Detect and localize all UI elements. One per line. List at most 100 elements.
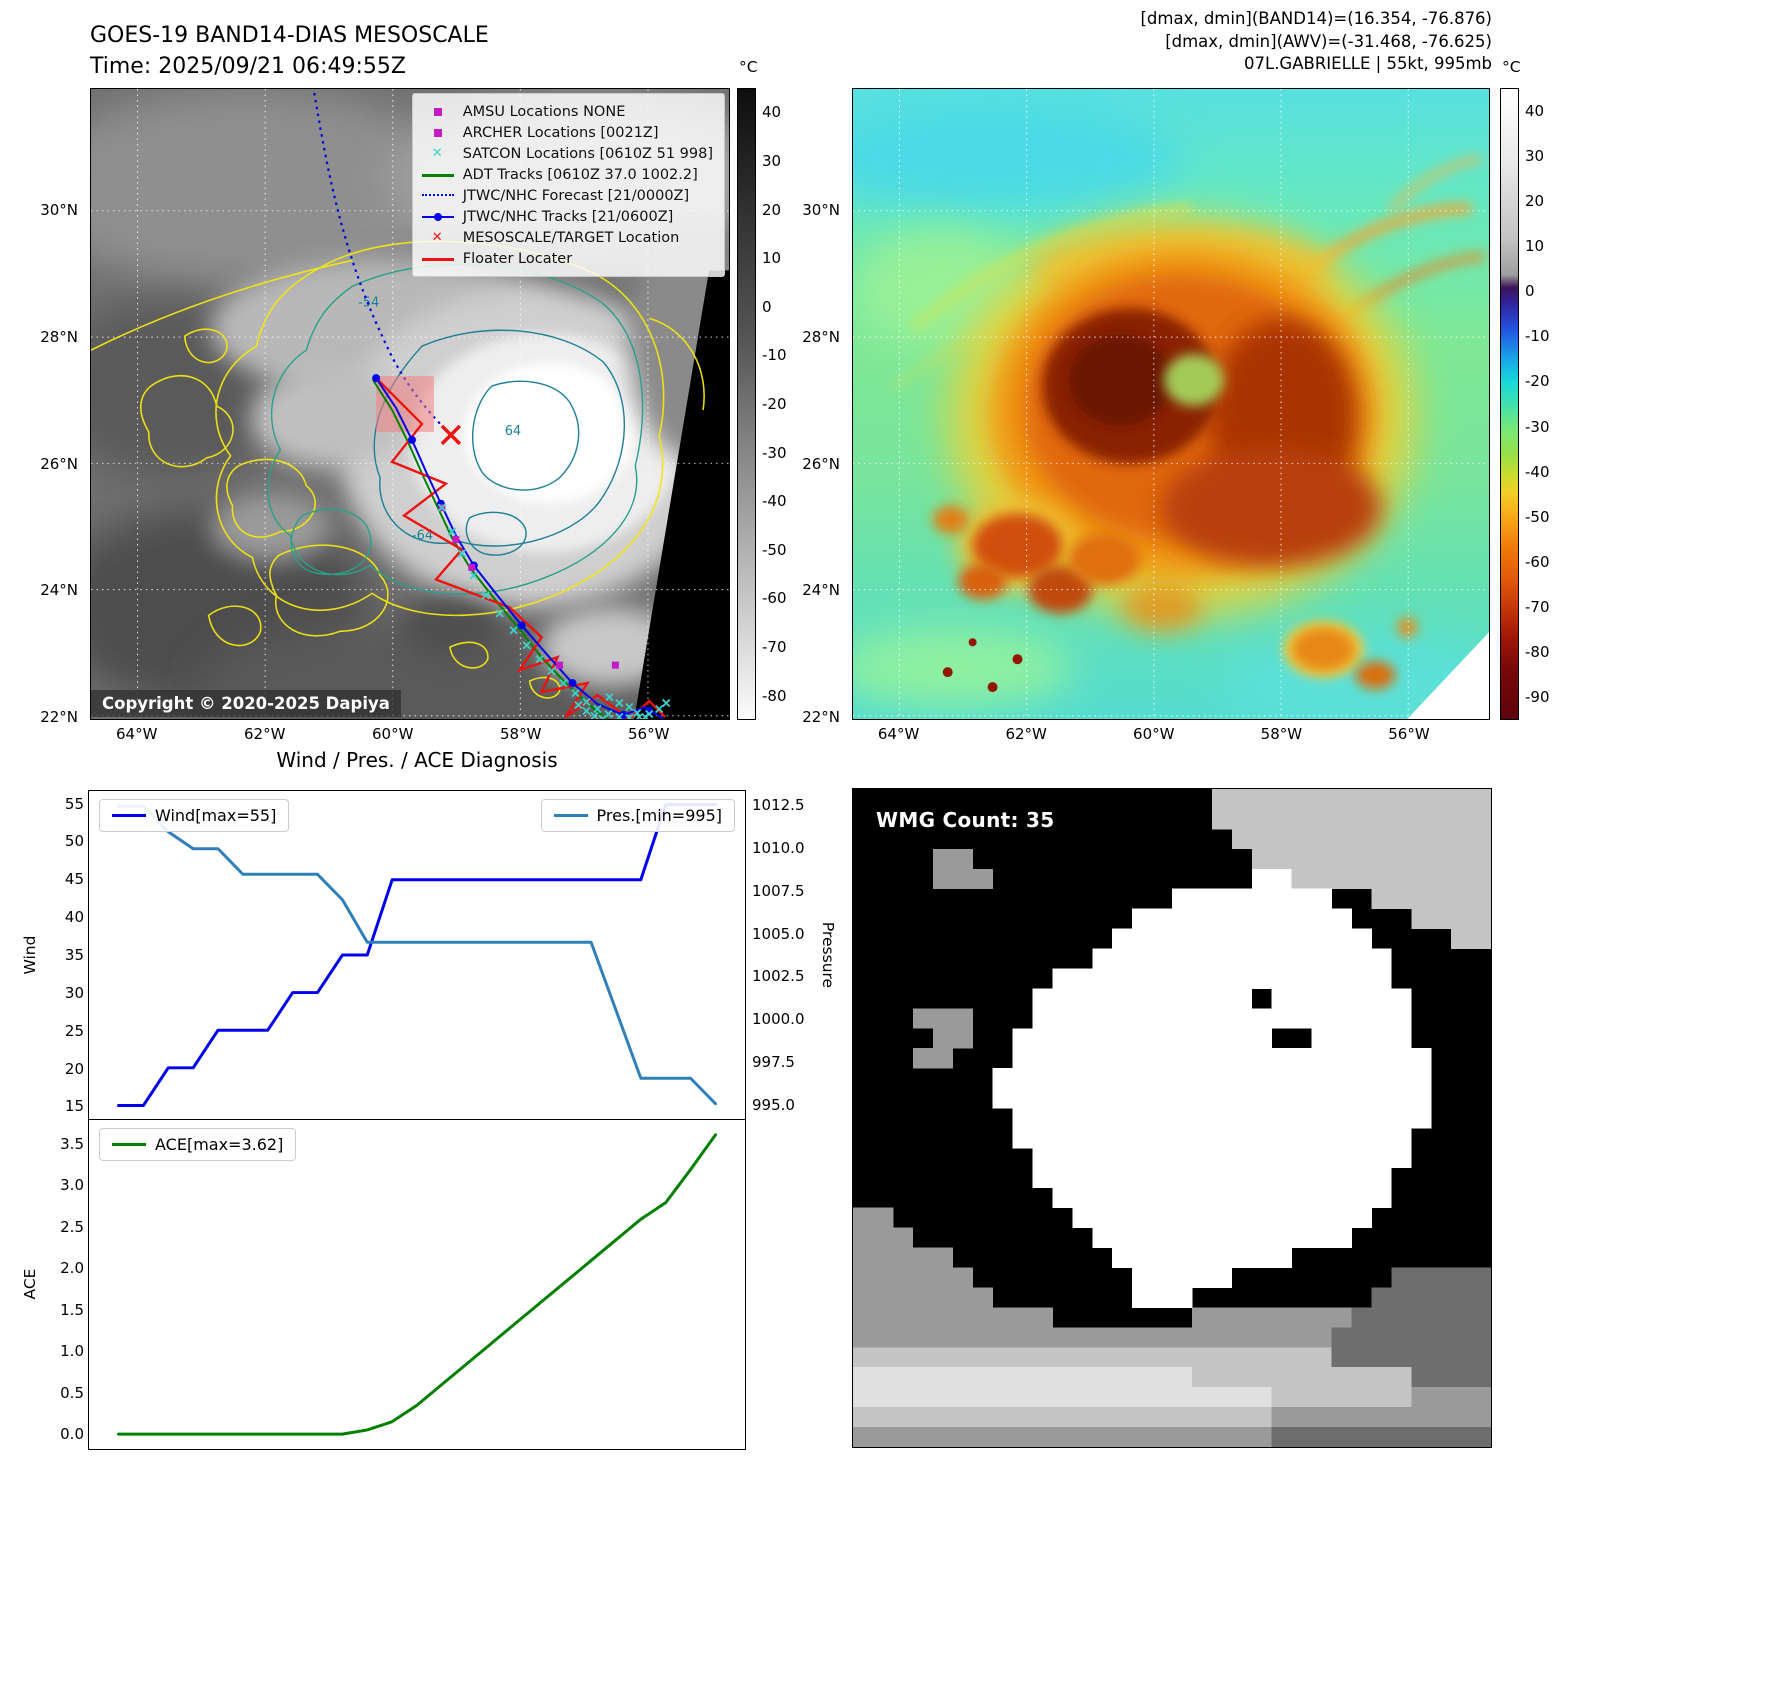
wmg-pixel-grid [1371, 1327, 1392, 1348]
wmg-pixel-grid [1451, 928, 1472, 949]
wmg-pixel-grid [1451, 789, 1472, 810]
wmg-pixel-grid [1012, 1347, 1033, 1368]
wmg-pixel-grid [1431, 1307, 1452, 1328]
wmg-pixel-grid [1132, 1367, 1153, 1388]
wmg-pixel-grid [992, 1068, 1013, 1089]
wmg-pixel-grid [1351, 1068, 1372, 1089]
enhanced-ir-satellite-map [852, 88, 1490, 720]
wmg-pixel-grid [1271, 1147, 1293, 1169]
wmg-pixel-grid [1331, 1108, 1352, 1129]
wmg-pixel-grid [952, 1287, 974, 1308]
wmg-pixel-grid [1311, 1147, 1332, 1169]
wmg-pixel-grid [1092, 1227, 1113, 1249]
wmg-pixel-grid [1451, 868, 1472, 890]
wmg-pixel-grid [1072, 1167, 1093, 1189]
wmg-pixel-grid [1112, 968, 1133, 989]
wmg-pixel-grid [1271, 1187, 1293, 1209]
wmg-pixel-grid [1411, 1307, 1432, 1328]
wmg-pixel-grid [1251, 1048, 1273, 1069]
wmg-pixel-grid [1311, 1088, 1332, 1109]
wmg-pixel-grid [1072, 1028, 1093, 1049]
wmg-pixel-grid [912, 1407, 934, 1428]
mesoscale-target-box [376, 376, 434, 432]
wmg-pixel-grid [1271, 1367, 1293, 1388]
wmg-pixel-grid [1311, 1008, 1332, 1029]
colorbar-tick-label: -20 [1525, 372, 1550, 391]
wmg-pixel-grid [1251, 1327, 1273, 1348]
yellow-contour-layer [528, 676, 561, 699]
wmg-pixel-grid [952, 1327, 974, 1348]
wmg-count-badge: WMG Count: 35 [865, 803, 1066, 837]
wmg-pixel-grid [1231, 988, 1253, 1009]
wmg-pixel-grid [872, 1227, 894, 1249]
wmg-pixel-grid [1231, 808, 1253, 830]
wmg-pixel-grid [892, 1267, 914, 1288]
yellow-contour-layer [226, 458, 316, 538]
wmg-pixel-grid [1351, 968, 1372, 989]
yellow-contour-layer [183, 328, 228, 364]
wmg-pixel-grid [932, 1307, 954, 1328]
wmg-pixel-grid [972, 868, 993, 890]
wmg-pixel-grid [1431, 1407, 1452, 1428]
ace-legend: ACE[max=3.62] [99, 1128, 297, 1161]
chart-tick-label: 1000.0 [752, 1010, 805, 1029]
wmg-pixel-grid [1391, 1347, 1412, 1368]
wmg-pixel-grid [1431, 789, 1452, 810]
yellow-contour-layer [269, 544, 389, 637]
wmg-pixel-grid [1451, 1307, 1472, 1328]
wmg-pixel-grid [1112, 928, 1133, 949]
wmg-pixel-grid [1191, 948, 1213, 969]
wmg-pixel-grid [1411, 1068, 1432, 1089]
wmg-pixel-grid [1291, 1427, 1312, 1447]
wmg-pixel-grid [1191, 1307, 1213, 1328]
wmg-pixel-grid [1211, 1147, 1233, 1169]
wmg-pixel-grid [1351, 1008, 1372, 1029]
wmg-pixel-grid [1391, 808, 1412, 830]
wmg-pixel-grid [992, 1407, 1013, 1428]
wmg-pixel-grid [1371, 1347, 1392, 1368]
wmg-pixel-grid [1251, 1387, 1273, 1408]
wmg-pixel-grid [1132, 928, 1153, 949]
wmg-pixel-grid [1152, 1028, 1173, 1049]
legend-item: ARCHER Locations [0021Z] [420, 122, 713, 143]
teal-contour-layer [267, 263, 644, 595]
wmg-pixel-grid [1291, 1307, 1312, 1328]
wmg-pixel-grid [1471, 1387, 1491, 1408]
y-tick-label: 30°N [40, 201, 78, 220]
wmg-pixel-grid [1411, 1387, 1432, 1408]
jtwc-track-points [372, 374, 381, 383]
wmg-pixel-grid [1132, 908, 1153, 929]
wmg-pixel-grid [1451, 1387, 1472, 1408]
wmg-pixel-grid [1191, 1008, 1213, 1029]
wmg-pixel-grid [1092, 1008, 1113, 1029]
chart-tick-label: 45 [64, 870, 84, 889]
wmg-pixel-grid [1331, 1207, 1352, 1229]
wmg-pixel-grid [1471, 888, 1491, 910]
wmg-pixel-grid [1271, 1347, 1293, 1368]
chart-tick-label: 20 [64, 1059, 84, 1078]
yellow-contour-layer [91, 259, 353, 351]
wmg-pixel-grid [1172, 1008, 1193, 1029]
wmg-pixel-grid [1411, 828, 1432, 850]
archer-location-markers [468, 563, 476, 571]
wmg-pixel-grid [1072, 1347, 1093, 1368]
wmg-pixel-grid [1191, 1147, 1213, 1169]
wmg-pixel-grid [1211, 968, 1233, 989]
wmg-pixel-grid [1211, 1247, 1233, 1268]
wmg-pixel-grid [972, 1387, 993, 1408]
wmg-pixel-grid [1371, 1407, 1392, 1428]
wmg-pixel-grid [1431, 1347, 1452, 1368]
storm-info-block: [dmax, dmin](BAND14)=(16.354, -76.876) [… [1140, 8, 1492, 76]
wmg-pixel-grid [1391, 1427, 1412, 1447]
jtwc-track-points [619, 711, 628, 719]
wmg-pixel-grid [1211, 1187, 1233, 1209]
wmg-pixel-grid [1032, 988, 1053, 1009]
wmg-pixel-grid [1231, 1327, 1253, 1348]
wmg-pixel-grid [1331, 1387, 1352, 1408]
wmg-pixel-grid [1132, 1267, 1153, 1288]
wmg-pixel-grid [1032, 1028, 1053, 1049]
wmg-pixel-grid [1092, 1367, 1113, 1388]
wmg-pixel-grid [952, 1407, 974, 1428]
wmg-pixel-grid [972, 1327, 993, 1348]
